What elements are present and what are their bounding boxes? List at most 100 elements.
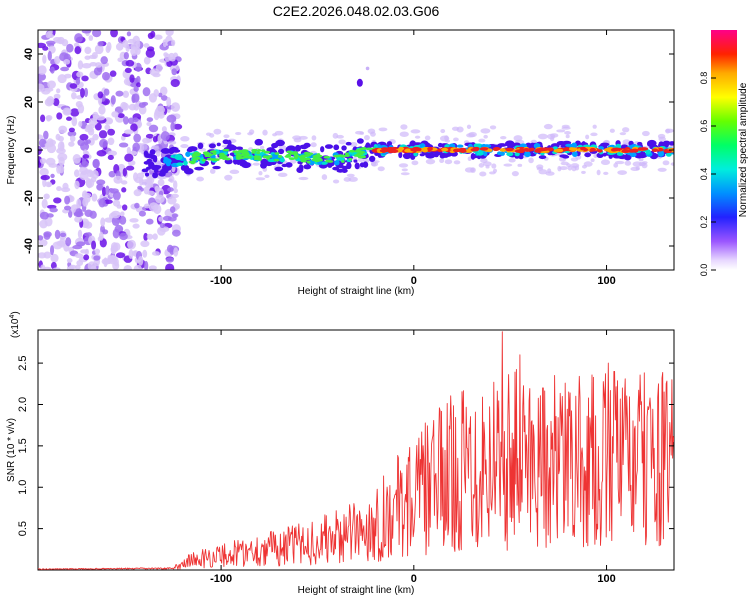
spectrogram-halo-mark bbox=[658, 136, 666, 142]
spectrogram-green-mark bbox=[288, 157, 296, 161]
spectrogram-noise-mark bbox=[107, 137, 115, 146]
spectrogram-noise-mark bbox=[173, 180, 178, 190]
spectrogram-halo-mark bbox=[157, 176, 167, 180]
spectrogram-green-mark bbox=[292, 151, 299, 154]
spectrogram-noise-mark bbox=[167, 196, 177, 205]
spectrogram-noise-mark bbox=[104, 217, 114, 223]
spectrogram-halo-mark bbox=[536, 166, 544, 171]
spectrogram-noise-mark bbox=[121, 187, 127, 193]
spectrogram-halo-mark bbox=[363, 135, 370, 141]
spectrogram-halo-mark bbox=[167, 178, 173, 182]
spectrogram-noise-mark bbox=[170, 122, 176, 132]
spectrogram-noise-mark bbox=[74, 33, 83, 43]
spectrogram-noise-mark bbox=[38, 138, 47, 148]
spectrogram-peak-mark bbox=[562, 147, 571, 151]
spectrogram-green-mark bbox=[241, 149, 249, 153]
spectrogram-green-mark bbox=[201, 158, 206, 162]
spectrogram-ridge-mark bbox=[559, 154, 569, 158]
spectrogram-ridge-mark bbox=[320, 146, 325, 153]
spectrogram-green-mark bbox=[253, 155, 261, 159]
spectrogram-green-mark bbox=[353, 154, 361, 157]
spectrogram-noise-mark bbox=[128, 249, 134, 260]
spectrogram-peak-mark bbox=[422, 146, 429, 151]
spectrogram-noise-mark bbox=[133, 189, 142, 197]
spectrogram-halo-mark bbox=[619, 132, 627, 136]
spectrogram-halo-mark bbox=[665, 128, 671, 134]
spectrogram-halo-mark bbox=[213, 128, 222, 135]
colorbar-axis: 0.0 0.2 0.4 0.6 0.8 bbox=[699, 72, 716, 277]
spectrogram-noise-mark bbox=[117, 57, 123, 63]
spectrogram-halo-mark bbox=[635, 166, 640, 171]
spectrogram-noise-mark bbox=[89, 62, 98, 67]
spectrogram-halo-mark bbox=[500, 136, 507, 140]
spectrogram-green-mark bbox=[218, 156, 224, 160]
spectrogram-noise-mark bbox=[149, 68, 160, 76]
spectrogram-noise-mark bbox=[56, 112, 63, 120]
spectrogram-noise-mark bbox=[79, 133, 89, 141]
spectrogram-mid-mark bbox=[279, 157, 285, 163]
spectrogram-noise-mark bbox=[92, 133, 99, 141]
spectrogram-halo-mark bbox=[336, 134, 344, 139]
spectrogram-halo-mark bbox=[581, 170, 586, 174]
spectrogram-green-mark bbox=[277, 155, 283, 158]
spectrogram-noise-mark bbox=[138, 210, 146, 217]
spectrogram-ridge-mark bbox=[152, 172, 159, 179]
spectrogram-green-mark bbox=[205, 153, 214, 157]
spectrogram-ytick-label: 20 bbox=[23, 96, 35, 108]
spectrogram-halo-mark bbox=[343, 176, 352, 182]
spectrogram-noise-mark bbox=[162, 39, 168, 48]
spectrogram-noise-mark bbox=[80, 249, 89, 254]
spectrogram-noise-mark bbox=[96, 183, 104, 191]
spectrogram-noise-mark bbox=[97, 97, 103, 104]
spectrogram-noise-mark bbox=[107, 128, 116, 136]
spectrogram-mid-mark bbox=[183, 160, 188, 166]
spectrogram-ytick-label: -40 bbox=[23, 238, 35, 254]
spectrogram-peak-mark bbox=[580, 146, 587, 151]
spectrogram-noise-mark bbox=[90, 265, 97, 270]
snr-series-line bbox=[38, 331, 674, 570]
spectrogram-mid-mark bbox=[506, 152, 514, 157]
spectrogram-ridge-mark bbox=[419, 153, 425, 157]
spectrogram-halo-mark bbox=[355, 130, 364, 135]
spectrogram-noise-mark bbox=[42, 54, 47, 64]
spectrogram-halo-mark bbox=[400, 172, 410, 176]
spectrogram-halo-mark bbox=[444, 159, 453, 165]
spectrogram-mid-mark bbox=[320, 161, 328, 165]
spectrogram-ridge-mark bbox=[341, 145, 347, 151]
spectrogram-green-mark bbox=[262, 155, 268, 159]
spectrogram-ridge-mark bbox=[160, 147, 171, 154]
spectrogram-noise-mark bbox=[52, 267, 61, 270]
spectrogram-mid-mark bbox=[174, 153, 183, 160]
spectrogram-noise-mark bbox=[103, 199, 113, 205]
spectrogram-green-mark bbox=[361, 147, 366, 151]
spectrogram-noise-mark bbox=[106, 41, 112, 51]
spectrogram-green-mark bbox=[315, 154, 323, 158]
spectrogram-noise-mark bbox=[113, 175, 123, 184]
spectrogram-mid-mark bbox=[271, 153, 276, 160]
spectrogram-noise-mark bbox=[111, 111, 119, 118]
spectrogram-ridge-mark bbox=[634, 153, 644, 159]
spectrogram-halo-mark bbox=[478, 163, 485, 168]
spectrogram-noise-mark bbox=[123, 264, 133, 270]
colorbar-tick-label: 0.0 bbox=[699, 264, 709, 277]
spectrogram-halo-mark bbox=[641, 130, 650, 137]
spectrogram-ridge-mark bbox=[229, 145, 238, 151]
spectrogram-noise-mark bbox=[101, 186, 107, 197]
spectrogram-noise-mark bbox=[129, 218, 139, 223]
spectrogram-halo-mark bbox=[482, 161, 492, 167]
snr-multiplier-exp: 4 bbox=[9, 315, 16, 319]
spectrogram-green-mark bbox=[219, 152, 225, 156]
spectrogram-noise-mark bbox=[69, 83, 78, 89]
spectrogram-noise-mark bbox=[47, 80, 56, 89]
spectrogram-noise-mark bbox=[39, 168, 49, 177]
spectrogram-halo-mark bbox=[657, 167, 667, 172]
spectrogram-noise-mark bbox=[122, 90, 130, 98]
spectrogram-noise-mark bbox=[41, 198, 48, 209]
spectrogram-green-mark bbox=[257, 149, 262, 152]
spectrogram-noise-mark bbox=[115, 90, 124, 97]
snr-xtick-label: -100 bbox=[210, 573, 232, 585]
spectrogram-ridge-mark bbox=[222, 139, 230, 145]
spectrogram-mid-mark bbox=[165, 160, 171, 167]
spectrogram-mid-mark bbox=[499, 151, 505, 156]
spectrogram-green-mark bbox=[260, 149, 266, 153]
